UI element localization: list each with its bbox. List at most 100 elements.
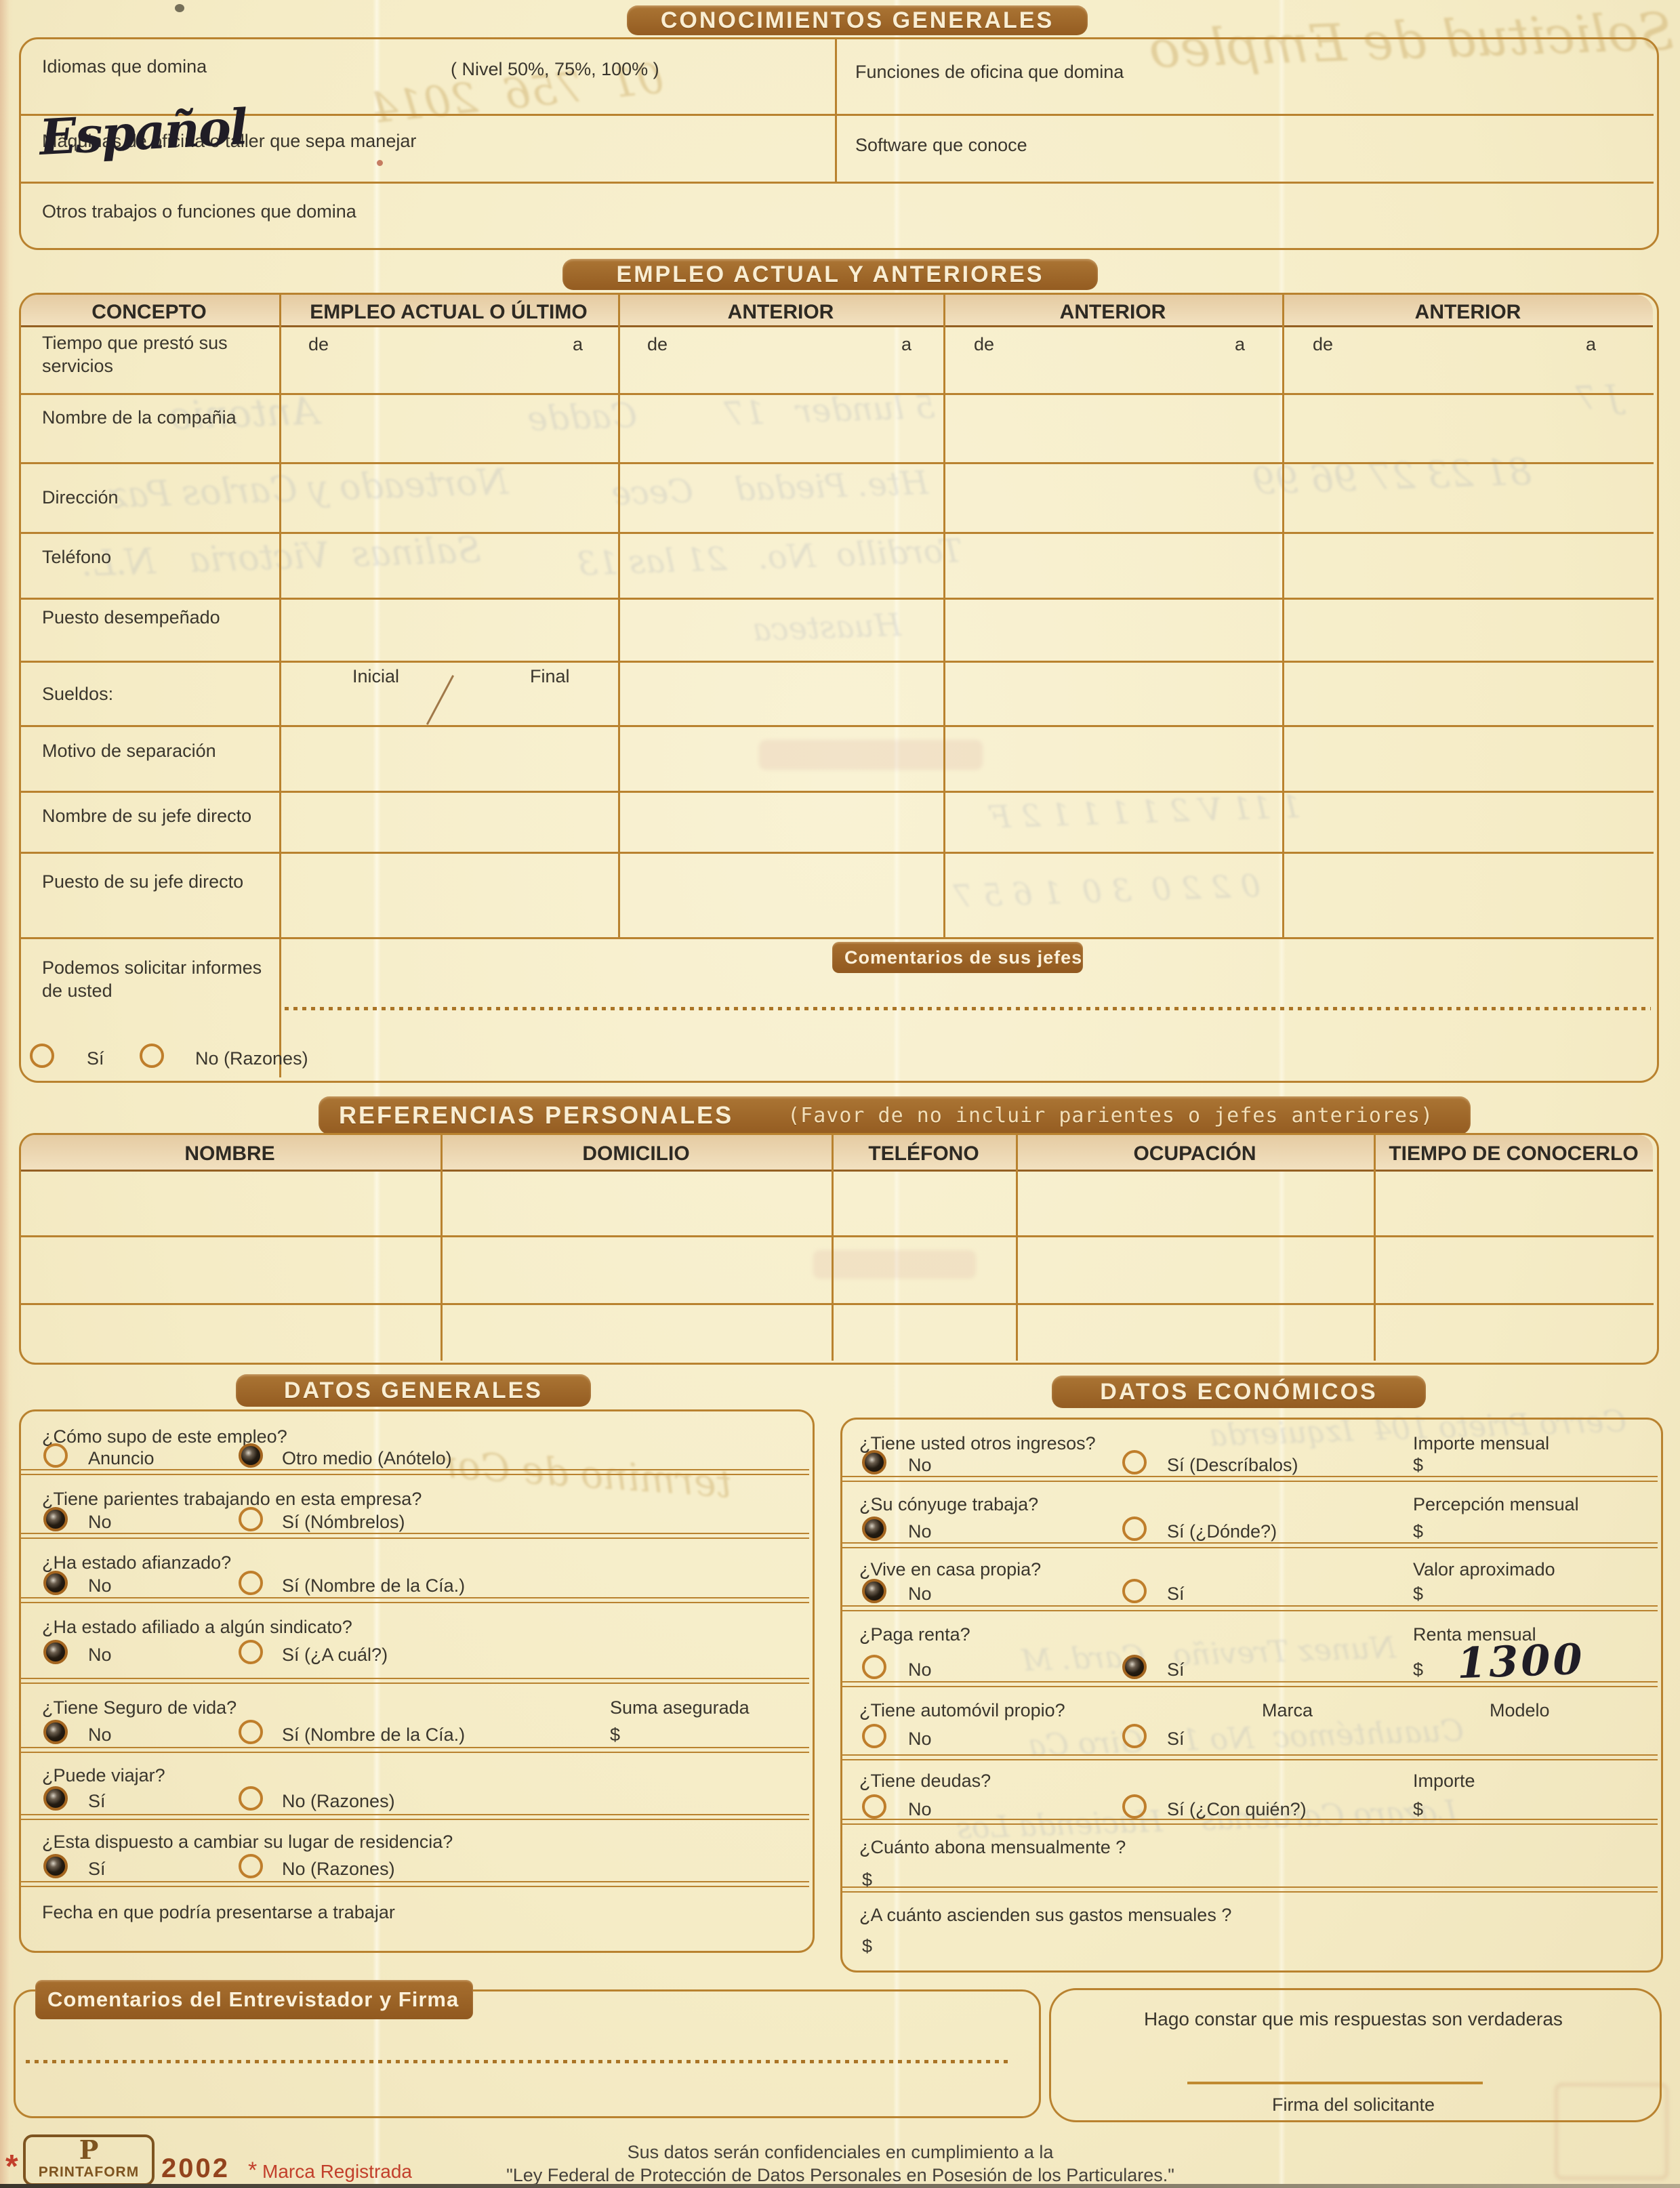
empleo-table-header [21, 295, 1653, 327]
radio-ingresos-no[interactable] [862, 1450, 886, 1474]
empleo-row-line [20, 393, 1654, 395]
col-header-anterior-3: ANTERIOR [1414, 301, 1521, 323]
footer-marca: * Marca Registrada [248, 2158, 412, 2184]
scan-dot [377, 160, 383, 166]
radio-parientes-no[interactable] [43, 1507, 68, 1531]
radio-deudas-si-label: Sí (¿Con quién?) [1167, 1799, 1307, 1819]
entrevistador-tab: Comentarios del Entrevistador y Firma [35, 1980, 473, 2019]
firma-line[interactable] [1187, 2082, 1483, 2084]
radio-auto-si[interactable] [1122, 1724, 1147, 1748]
radio-sindicato-no[interactable] [43, 1640, 68, 1664]
radio-informes-si[interactable] [30, 1044, 54, 1068]
radio-anuncio[interactable] [43, 1443, 68, 1468]
radio-residencia-no[interactable] [239, 1854, 263, 1878]
radio-renta-si[interactable] [1122, 1655, 1147, 1679]
radio-informes-no[interactable] [140, 1044, 164, 1068]
radio-otro-medio[interactable] [239, 1443, 263, 1468]
radio-seguro-no[interactable] [43, 1720, 68, 1744]
currency-symbol: $ [1413, 1799, 1424, 1819]
empleo-row-line [20, 791, 1654, 793]
radio-auto-si-label: Sí [1167, 1729, 1185, 1749]
col-header-anterior-1: ANTERIOR [727, 301, 834, 323]
ghost-band [813, 1250, 976, 1279]
radio-residencia-si[interactable] [43, 1854, 68, 1878]
row-label-jefe-puesto: Puesto de su jefe directo [42, 871, 244, 892]
radio-seguro-si[interactable] [239, 1720, 263, 1744]
de-label: de [1313, 334, 1334, 354]
radio-parientes-si[interactable] [239, 1507, 263, 1531]
radio-auto-no-label: No [908, 1729, 932, 1749]
idiomas-handwriting: Español [37, 98, 249, 166]
currency-symbol: $ [1413, 1584, 1424, 1604]
empleo-row-line [20, 598, 1654, 600]
conocimientos-line2 [20, 182, 1654, 184]
printaform-logo-text: PRINTAFORM [38, 2164, 140, 2180]
empleo-col-line [943, 293, 945, 937]
col-header-concepto: CONCEPTO [91, 301, 207, 323]
referencias-subtitle: (Favor de no incluir parientes o jefes a… [787, 1103, 1434, 1128]
radio-afianzado-si[interactable] [239, 1571, 263, 1595]
question: ¿Tiene parientes trabajando en esta empr… [42, 1489, 422, 1509]
ref-col-line [1374, 1133, 1376, 1361]
ref-col-telefono: TELÉFONO [868, 1142, 979, 1165]
row-label-jefe-nombre: Nombre de su jefe directo [42, 806, 252, 826]
funciones-label: Funciones de oficina que domina [855, 62, 1124, 82]
empleo-col-line [618, 293, 620, 937]
importe-mensual-label: Importe mensual [1413, 1433, 1550, 1453]
radio-seguro-si-label: Sí (Nombre de la Cía.) [282, 1725, 466, 1745]
section-title-conocimientos: CONOCIMIENTOS GENERALES [627, 5, 1088, 35]
renta-mensual-label: Renta mensual [1413, 1624, 1536, 1645]
question: ¿Tiene usted otros ingresos? [859, 1433, 1096, 1453]
question: ¿Puede viajar? [42, 1765, 165, 1786]
economicos-row-sep [842, 1542, 1658, 1548]
radio-viajar-no[interactable] [239, 1786, 263, 1811]
question: ¿Tiene deudas? [859, 1771, 991, 1791]
radio-parientes-si-label: Sí (Nómbrelos) [282, 1512, 405, 1532]
section-title-generales: DATOS GENERALES [236, 1374, 591, 1407]
footer-year: 2002 [161, 2153, 230, 2183]
radio-anuncio-label: Anuncio [88, 1448, 155, 1468]
row-label-puesto: Puesto desempeñado [42, 607, 220, 627]
empleo-table [19, 293, 1659, 1083]
radio-renta-si-label: Sí [1167, 1659, 1185, 1680]
entrevistador-writein[interactable] [26, 2060, 1012, 2063]
radio-deudas-si[interactable] [1122, 1794, 1147, 1819]
radio-casa-si[interactable] [1122, 1579, 1147, 1603]
comentarios-jefes-writein[interactable] [285, 1007, 1651, 1010]
radio-sindicato-si[interactable] [239, 1640, 263, 1664]
radio-informes-no-label: No (Razones) [195, 1048, 308, 1069]
radio-afianzado-no[interactable] [43, 1571, 68, 1595]
empleo-row-line [20, 725, 1654, 727]
radio-ingresos-si[interactable] [1122, 1450, 1147, 1474]
otros-label: Otros trabajos o funciones que domina [42, 201, 356, 222]
question: ¿Paga renta? [859, 1624, 970, 1645]
economicos-row-sep [842, 1754, 1658, 1760]
radio-conyuge-no-label: No [908, 1521, 932, 1542]
empleo-row-line [20, 852, 1654, 854]
radio-casa-no[interactable] [862, 1579, 886, 1603]
ref-col-line [441, 1133, 443, 1361]
radio-auto-no[interactable] [862, 1724, 886, 1748]
question: ¿Esta dispuesto a cambiar su lugar de re… [42, 1832, 453, 1852]
ghost-band [759, 740, 983, 770]
radio-conyuge-no[interactable] [862, 1516, 886, 1541]
radio-ingresos-si-label: Sí (Descríbalos) [1167, 1455, 1298, 1475]
fecha-presentarse-label: Fecha en que podría presentarse a trabaj… [42, 1902, 395, 1922]
radio-deudas-no[interactable] [862, 1794, 886, 1819]
radio-conyuge-si[interactable] [1122, 1516, 1147, 1541]
referencias-table [19, 1133, 1659, 1365]
radio-viajar-si[interactable] [43, 1786, 68, 1811]
ref-col-line [832, 1133, 834, 1361]
ref-col-nombre: NOMBRE [184, 1142, 275, 1165]
importe-label: Importe [1413, 1771, 1475, 1791]
maquinas-label: Máquinas de oficina o taller que sepa ma… [42, 131, 417, 151]
a-label: a [1586, 334, 1597, 354]
referencias-title: REFERENCIAS PERSONALES [339, 1101, 734, 1129]
radio-sindicato-si-label: Sí (¿A cuál?) [282, 1645, 388, 1665]
radio-renta-no[interactable] [862, 1655, 886, 1679]
generales-row-sep [20, 1881, 809, 1887]
renta-handwriting: 1300 [1456, 1634, 1586, 1689]
empleo-col-line [1282, 293, 1284, 937]
generales-row-sep [20, 1747, 809, 1753]
row-label-tiempo: Tiempo que prestó sus servicios [42, 333, 228, 376]
